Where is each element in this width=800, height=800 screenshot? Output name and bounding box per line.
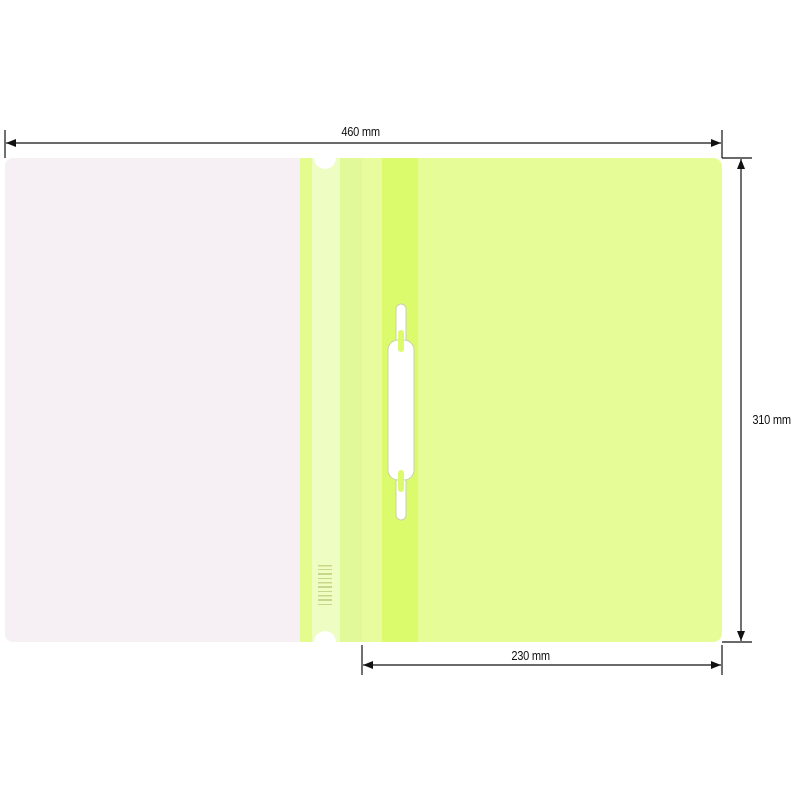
punch-hole — [314, 147, 336, 169]
punch-hole — [314, 631, 336, 653]
spine-strip — [312, 158, 340, 642]
fastener — [387, 303, 415, 521]
spine-strip — [340, 158, 362, 642]
height-label: 310 mm — [752, 412, 791, 427]
spine-strip — [300, 158, 312, 642]
back-cover — [5, 158, 305, 642]
front-cover — [418, 158, 722, 642]
barcode — [318, 565, 332, 605]
total-width-label: 460 mm — [341, 124, 380, 139]
arrowheads — [6, 139, 745, 669]
cover-width-label: 230 mm — [511, 648, 550, 663]
spine-strip — [362, 158, 382, 642]
dimension-lines — [4, 130, 752, 675]
